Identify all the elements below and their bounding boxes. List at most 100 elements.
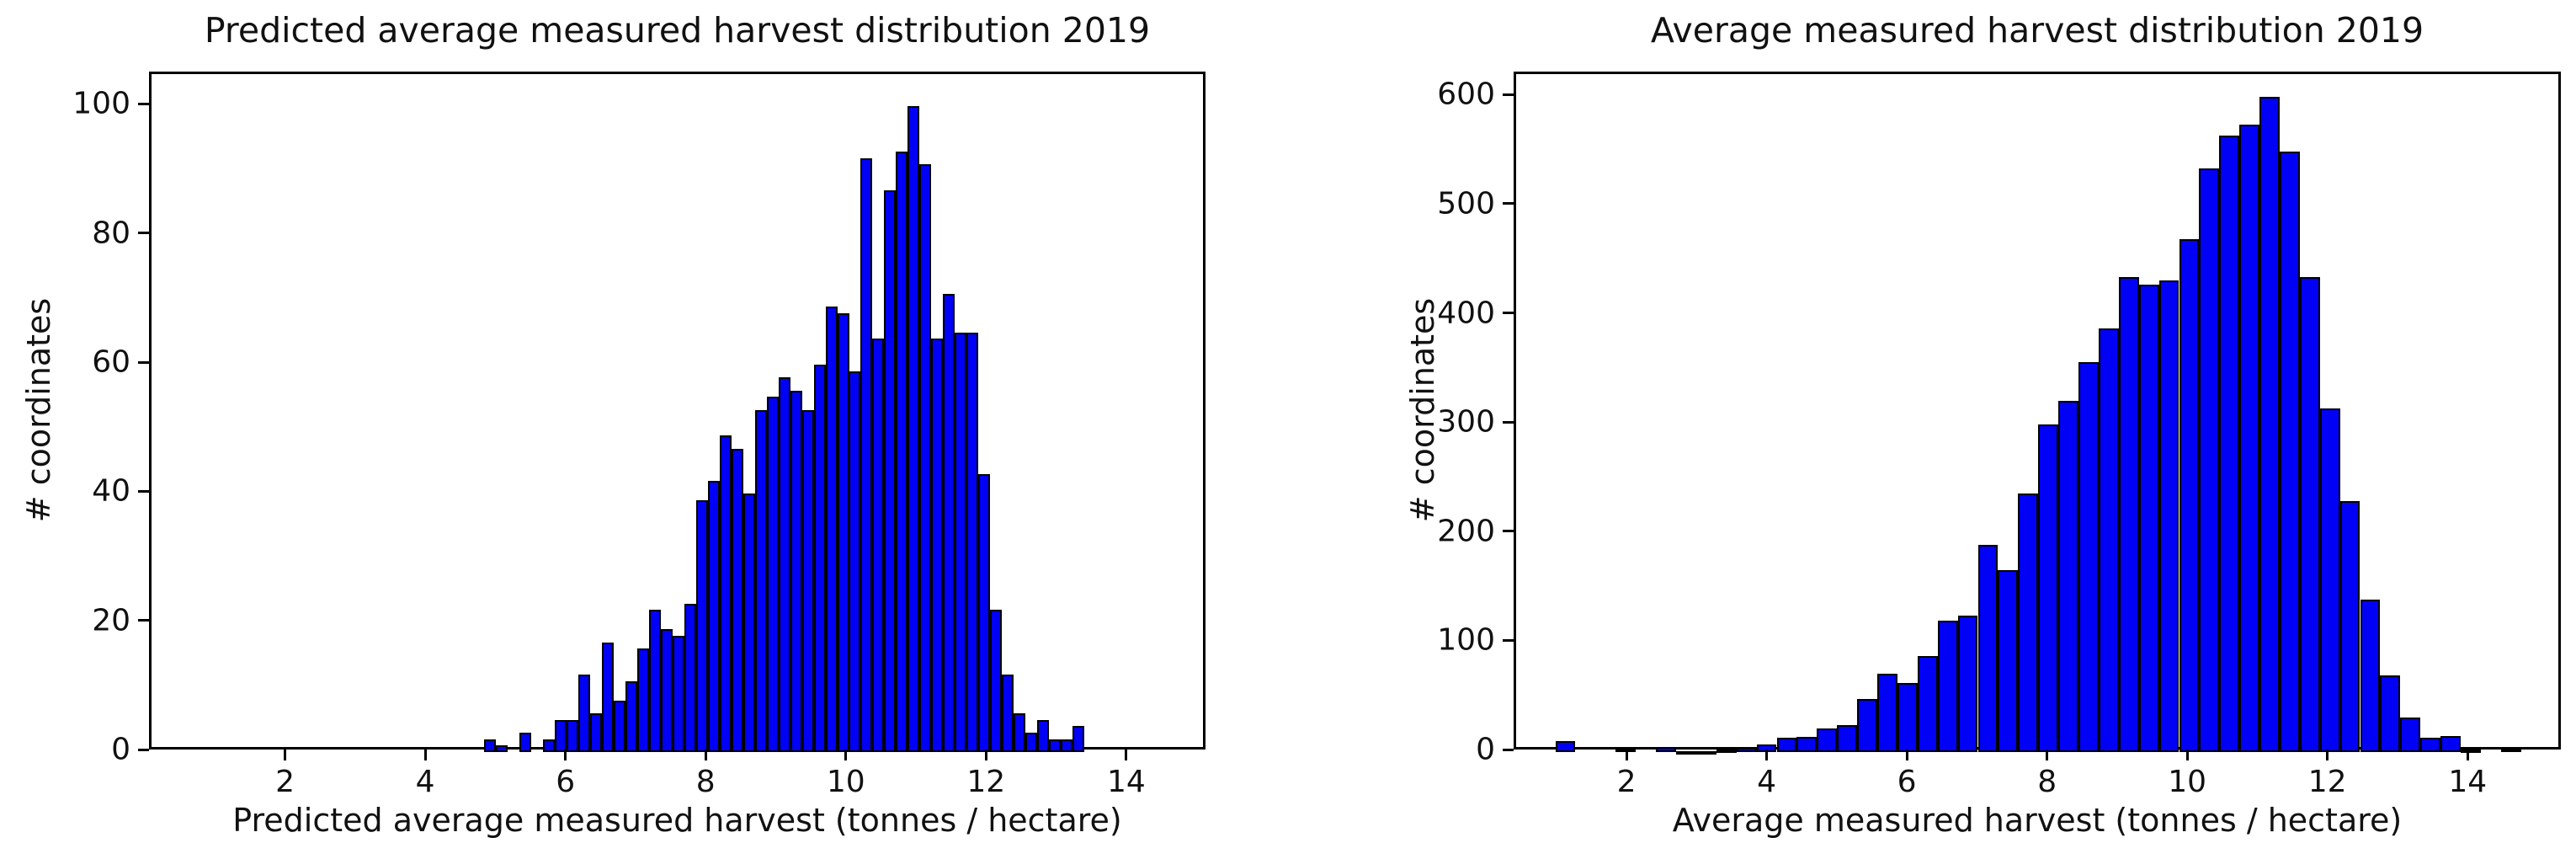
histogram-bar bbox=[483, 739, 496, 752]
histogram-bar bbox=[1014, 713, 1026, 752]
y-tick-label: 100 bbox=[1437, 622, 1495, 658]
y-tick-label: 400 bbox=[1437, 296, 1495, 330]
histogram-bar bbox=[943, 293, 955, 752]
histogram-bar bbox=[2219, 135, 2240, 752]
y-tick-mark bbox=[138, 102, 149, 105]
histogram-bar bbox=[2400, 717, 2421, 752]
x-tick-mark bbox=[284, 750, 287, 760]
histogram-bar bbox=[919, 164, 932, 752]
histogram-bar bbox=[2420, 738, 2441, 752]
histogram-bar bbox=[790, 390, 802, 752]
y-tick-mark bbox=[1503, 748, 1514, 751]
x-tick-mark bbox=[564, 750, 567, 760]
y-tick-mark bbox=[138, 748, 149, 751]
histogram-bar bbox=[837, 312, 849, 752]
histogram-bar bbox=[1937, 621, 1958, 752]
histogram-bar bbox=[2078, 362, 2099, 752]
histogram-bar bbox=[695, 500, 708, 752]
plot-area-right bbox=[1516, 74, 2558, 755]
x-tick-label: 4 bbox=[415, 765, 435, 799]
histogram-bar bbox=[2158, 280, 2179, 752]
chart-title-right: Average measured harvest distribution 20… bbox=[1650, 10, 2424, 51]
histogram-bar bbox=[778, 377, 790, 752]
x-tick-mark bbox=[1625, 750, 1628, 760]
y-tick-label: 20 bbox=[92, 603, 130, 638]
x-tick-mark bbox=[1765, 750, 1769, 760]
histogram-bar bbox=[660, 629, 673, 752]
y-tick-label: 600 bbox=[1437, 77, 1495, 112]
histogram-bar bbox=[849, 371, 861, 752]
histogram-bar bbox=[1857, 698, 1877, 752]
x-tick-label: 12 bbox=[2307, 765, 2347, 799]
histogram-bar bbox=[2319, 408, 2340, 752]
histogram-bar bbox=[872, 339, 885, 752]
y-tick-label: 40 bbox=[92, 473, 130, 509]
y-tick-label: 0 bbox=[111, 732, 130, 767]
histogram-bar bbox=[554, 719, 567, 752]
histogram-bar bbox=[613, 700, 625, 752]
x-tick-mark bbox=[2466, 750, 2469, 760]
x-tick-label: 10 bbox=[2168, 765, 2207, 799]
histogram-bar bbox=[1072, 726, 1085, 752]
x-tick-label: 2 bbox=[275, 765, 295, 799]
y-tick-mark bbox=[138, 619, 149, 622]
histogram-bar bbox=[931, 339, 944, 752]
histogram-bar bbox=[1049, 739, 1062, 752]
histogram-bar bbox=[2138, 285, 2159, 752]
histogram-bar bbox=[625, 680, 637, 752]
histogram-bar bbox=[990, 610, 1003, 752]
histogram-bar bbox=[860, 157, 873, 752]
histogram-bar bbox=[672, 636, 684, 752]
histogram-bar bbox=[542, 739, 555, 752]
histogram-bar bbox=[648, 610, 661, 752]
x-tick-label: 8 bbox=[695, 765, 716, 799]
histogram-bar bbox=[2461, 750, 2481, 754]
histogram-bar bbox=[1957, 616, 1978, 752]
x-tick-label: 8 bbox=[2037, 765, 2057, 799]
x-tick-label: 14 bbox=[2448, 765, 2488, 799]
x-tick-label: 12 bbox=[966, 765, 1006, 799]
histogram-bar bbox=[1676, 750, 1696, 755]
y-tick-label: 60 bbox=[92, 344, 130, 380]
histogram-bar bbox=[731, 448, 743, 752]
x-axis-label-right: Average measured harvest (tonnes / hecta… bbox=[1672, 802, 2403, 839]
histogram-bar bbox=[742, 494, 755, 752]
histogram-bar bbox=[801, 409, 814, 752]
histogram-bar bbox=[2259, 97, 2280, 752]
histogram-bar bbox=[2299, 277, 2320, 752]
histogram-bar bbox=[766, 397, 779, 752]
histogram-bar bbox=[589, 713, 602, 752]
axes-box-right bbox=[1514, 72, 2561, 755]
histogram-bar bbox=[495, 745, 508, 752]
histogram-bar bbox=[1817, 728, 1838, 752]
histogram-bar bbox=[2500, 749, 2521, 753]
x-tick-label: 6 bbox=[556, 765, 576, 799]
y-tick-mark bbox=[138, 360, 149, 364]
y-tick-mark bbox=[1503, 202, 1514, 205]
histogram-bar bbox=[1555, 741, 1576, 752]
x-tick-mark bbox=[2185, 750, 2189, 760]
histogram-bar bbox=[907, 106, 920, 752]
histogram-bar bbox=[2339, 500, 2360, 752]
histogram-bar bbox=[754, 409, 767, 752]
histogram-bar bbox=[813, 365, 826, 752]
x-tick-label: 14 bbox=[1106, 765, 1146, 799]
histogram-bar bbox=[2118, 277, 2139, 752]
y-tick-mark bbox=[138, 232, 149, 235]
x-tick-mark bbox=[2326, 750, 2329, 760]
histogram-bar bbox=[1736, 747, 1757, 752]
histogram-bar bbox=[719, 435, 732, 752]
y-tick-mark bbox=[1503, 530, 1514, 533]
histogram-bar bbox=[1061, 739, 1073, 752]
x-tick-mark bbox=[2046, 750, 2049, 760]
histogram-bar bbox=[1917, 655, 1938, 752]
histogram-bar bbox=[2279, 152, 2300, 752]
y-tick-label: 200 bbox=[1437, 514, 1495, 549]
chart-title-left: Predicted average measured harvest distr… bbox=[204, 10, 1151, 51]
histogram-bar bbox=[1877, 673, 1897, 752]
histogram-bar bbox=[2440, 735, 2461, 752]
histogram-bar bbox=[1002, 675, 1014, 752]
y-tick-mark bbox=[1503, 420, 1514, 424]
histogram-bar bbox=[2098, 328, 2119, 752]
